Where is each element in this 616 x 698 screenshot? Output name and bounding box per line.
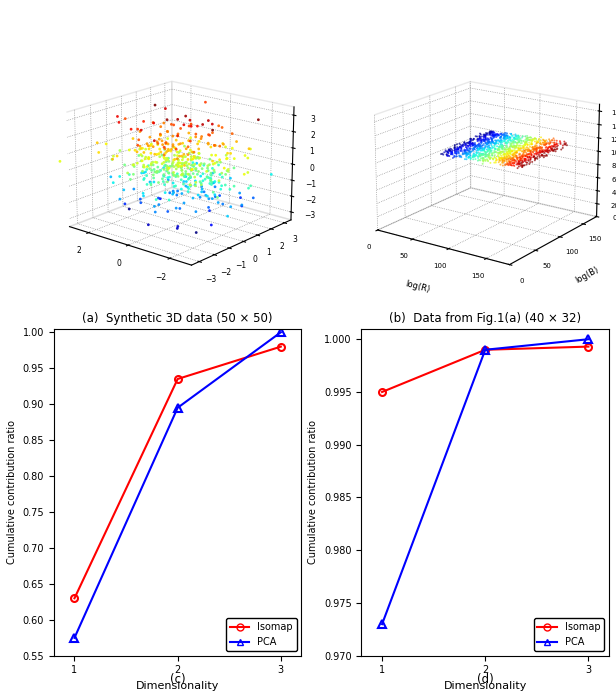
X-axis label: log(R): log(R) xyxy=(405,279,431,294)
X-axis label: Dimensionality: Dimensionality xyxy=(444,681,527,691)
Legend: Isomap, PCA: Isomap, PCA xyxy=(533,618,604,651)
Y-axis label: log(B): log(B) xyxy=(574,265,601,285)
Text: (c): (c) xyxy=(170,674,185,686)
Legend: Isomap, PCA: Isomap, PCA xyxy=(226,618,297,651)
Y-axis label: Cumulative contribution ratio: Cumulative contribution ratio xyxy=(309,420,318,564)
Y-axis label: Cumulative contribution ratio: Cumulative contribution ratio xyxy=(7,420,17,564)
Text: (a)  Synthetic 3D data (50 × 50): (a) Synthetic 3D data (50 × 50) xyxy=(83,312,273,325)
Text: (d): (d) xyxy=(477,674,493,686)
Text: (b)  Data from Fig.1(a) (40 × 32): (b) Data from Fig.1(a) (40 × 32) xyxy=(389,312,582,325)
X-axis label: Dimensionality: Dimensionality xyxy=(136,681,219,691)
